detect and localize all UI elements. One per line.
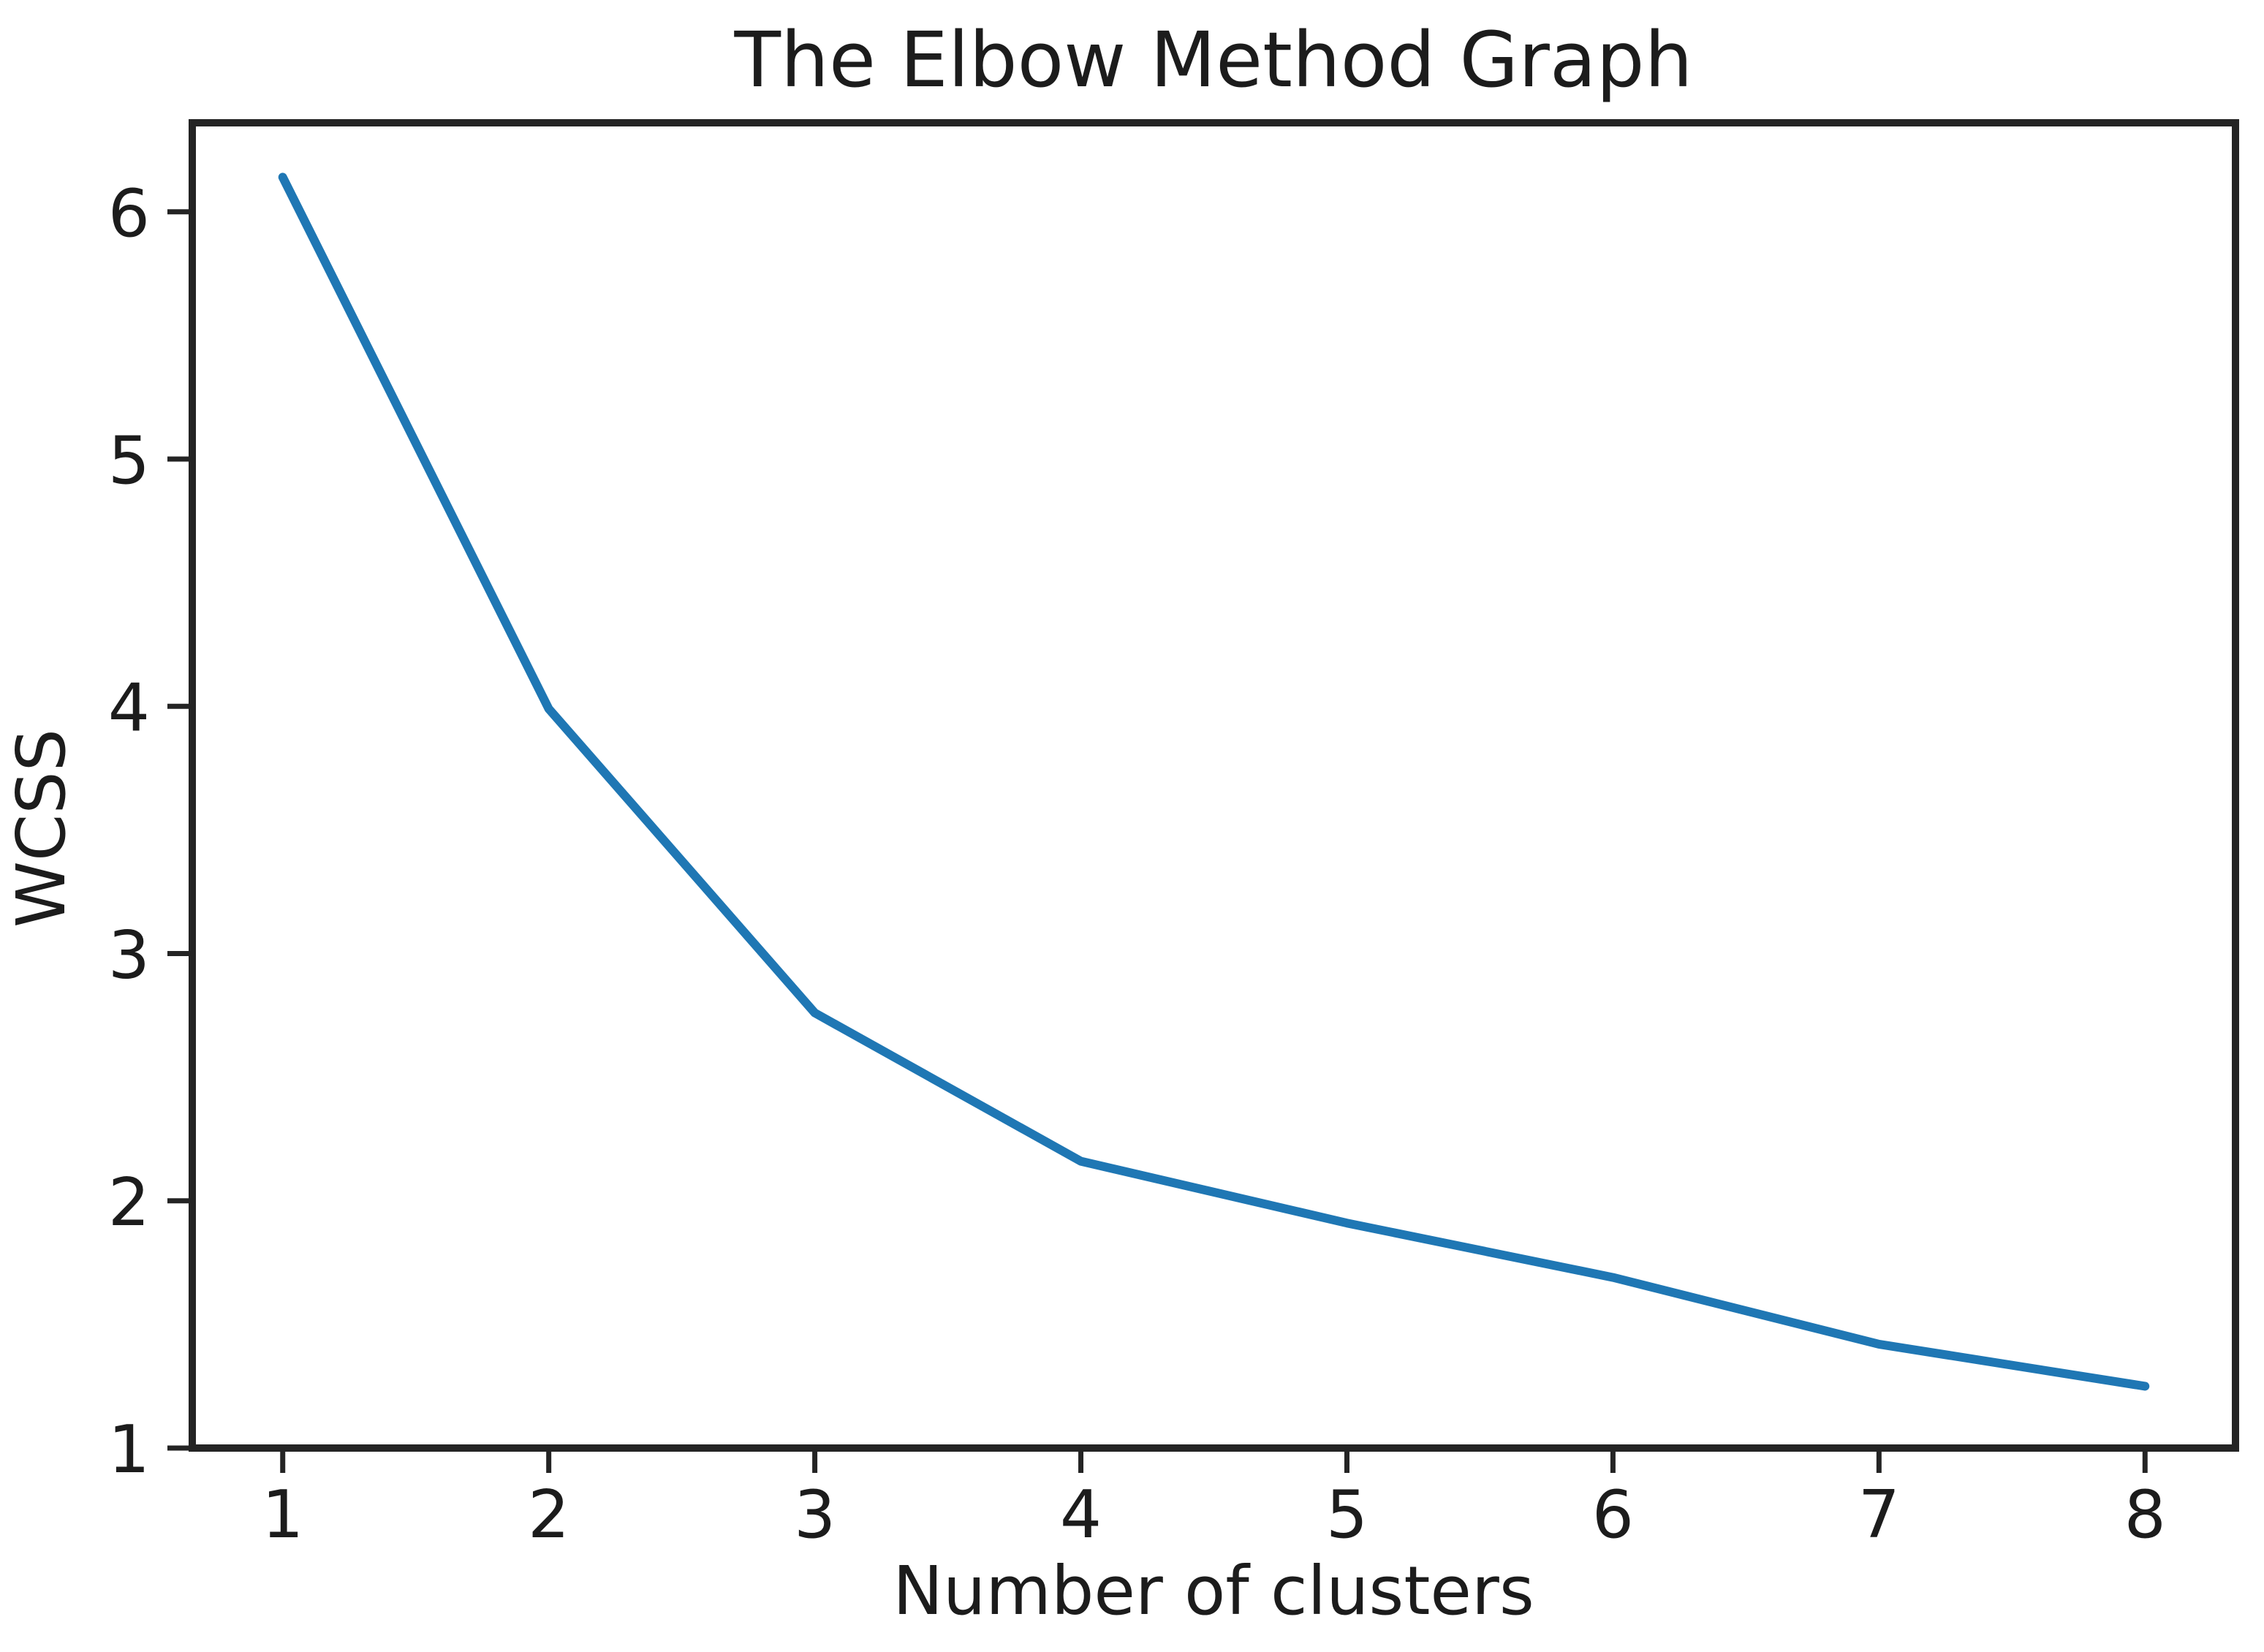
y-tick-label: 1: [108, 1412, 150, 1488]
chart-title: The Elbow Method Graph: [734, 15, 1693, 105]
x-tick-label: 8: [2124, 1477, 2166, 1553]
y-tick-label: 3: [108, 917, 150, 994]
wcss-line: [278, 173, 2150, 1391]
x-axis-label: Number of clusters: [893, 1552, 1534, 1630]
x-tick-label: 7: [1858, 1477, 1900, 1553]
x-tick-label: 6: [1592, 1477, 1634, 1553]
plot-border: [189, 119, 2239, 1452]
plot-area: 1 2 3 4 5 6 7 8 1 2 3 4 5 6: [108, 119, 2239, 1553]
y-tick-label: 4: [108, 670, 150, 746]
x-tick-label: 2: [528, 1477, 569, 1553]
x-tick-label: 1: [262, 1477, 303, 1553]
x-tick-label: 5: [1326, 1477, 1368, 1553]
x-tick-label: 3: [794, 1477, 836, 1553]
y-tick-label: 2: [108, 1164, 150, 1241]
y-tick-label: 6: [108, 175, 150, 252]
x-tick-label: 4: [1060, 1477, 1102, 1553]
y-tick-label: 5: [108, 423, 150, 499]
y-axis-label: WCSS: [2, 729, 80, 928]
